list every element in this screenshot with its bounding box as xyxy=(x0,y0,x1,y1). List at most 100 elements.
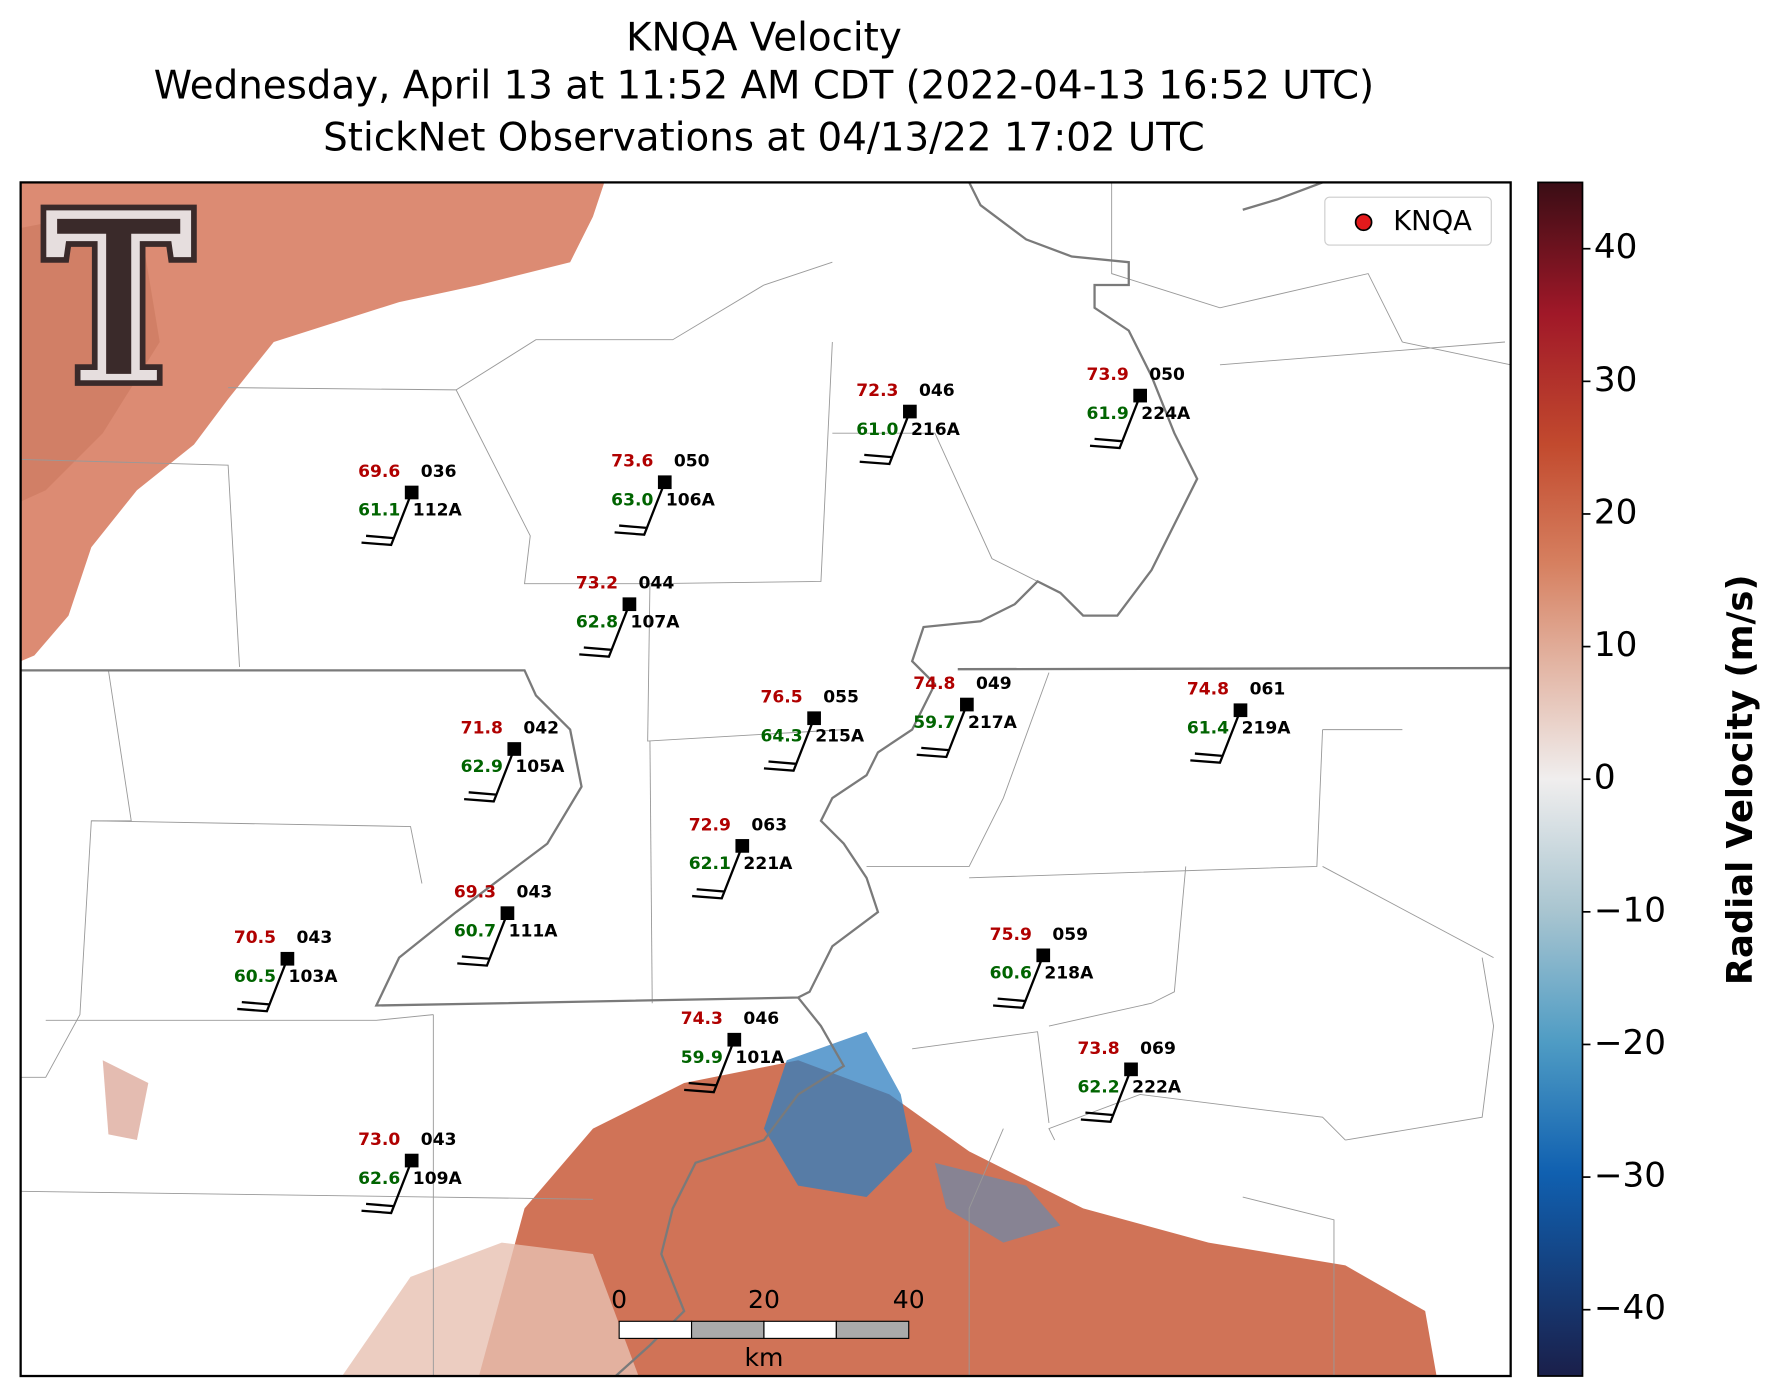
wind-barb xyxy=(859,411,911,466)
legend: KNQA xyxy=(1324,196,1492,246)
colorbar-tick-label: −20 xyxy=(1594,1023,1666,1063)
subtitle: StickNet Observations at 04/13/22 17:02 … xyxy=(323,116,1205,161)
dewpoint: 60.5 xyxy=(234,967,276,987)
station: 69.6 036 61.1 112A xyxy=(358,462,463,547)
title: KNQA Velocity xyxy=(626,15,902,60)
colorbar-tick-label: 40 xyxy=(1594,227,1638,267)
temperature: 72.3 xyxy=(856,381,898,401)
colorbar-tick-label: 10 xyxy=(1594,625,1638,665)
station-marker xyxy=(500,906,515,921)
station-marker xyxy=(960,697,974,712)
wind-barb xyxy=(993,954,1045,1009)
station-id: 105A xyxy=(515,757,565,777)
temperature: 73.0 xyxy=(358,1130,400,1150)
station-value: 059 xyxy=(1052,925,1088,945)
station: 73.2 044 62.8 107A xyxy=(576,574,680,658)
station-id: 106A xyxy=(666,490,716,510)
wind-barb xyxy=(237,958,289,1013)
legend-label: KNQA xyxy=(1393,206,1472,237)
station-marker xyxy=(404,1153,419,1168)
station-id: 103A xyxy=(289,967,339,987)
station-id: 217A xyxy=(968,713,1018,733)
dewpoint: 61.0 xyxy=(856,420,898,440)
station-marker xyxy=(1124,1062,1138,1077)
station-value: 043 xyxy=(517,883,553,903)
dewpoint: 60.6 xyxy=(990,964,1032,984)
scale-bar-unit: km xyxy=(744,1343,783,1372)
temperature: 73.8 xyxy=(1077,1039,1119,1059)
temperature: 73.6 xyxy=(611,452,653,472)
station-value: 055 xyxy=(823,688,859,708)
scale-bar: 0 20 40 km xyxy=(611,1285,925,1372)
station-value: 050 xyxy=(1149,365,1185,385)
station: 73.8 069 62.2 222A xyxy=(1077,1039,1182,1123)
colorbar-tick-label: 30 xyxy=(1594,360,1638,400)
wind-barb xyxy=(361,1160,413,1215)
station-marker xyxy=(735,839,750,853)
station-id: 224A xyxy=(1141,404,1191,424)
dewpoint: 62.8 xyxy=(576,612,618,632)
station-value: 063 xyxy=(751,815,787,835)
station-id: 218A xyxy=(1044,964,1094,984)
station-id: 112A xyxy=(413,501,463,521)
radar-echo xyxy=(20,182,605,662)
station-value: 046 xyxy=(919,381,955,401)
temperature: 72.9 xyxy=(689,815,731,835)
dewpoint: 62.9 xyxy=(461,757,503,777)
dewpoint: 62.1 xyxy=(689,854,731,874)
station-id: 216A xyxy=(911,420,961,440)
station-marker xyxy=(727,1032,742,1047)
station: 70.5 043 60.5 103A xyxy=(234,928,339,1013)
temperature: 70.5 xyxy=(234,928,276,948)
radar-echo xyxy=(478,1060,1437,1377)
station: 74.3 046 59.9 101A xyxy=(681,1009,785,1094)
station-marker xyxy=(1036,948,1051,963)
colorbar-tick-label: −40 xyxy=(1594,1288,1666,1328)
station-value: 043 xyxy=(421,1130,457,1150)
wind-barb xyxy=(763,717,816,772)
colorbar-label: Radial Velocity (m/s) xyxy=(1720,574,1761,985)
wind-barb xyxy=(684,1039,736,1094)
temperature: 76.5 xyxy=(761,688,803,708)
temperature: 75.9 xyxy=(990,925,1032,945)
dewpoint: 64.3 xyxy=(761,726,803,746)
colorbar: Radial Velocity (m/s) −40 −30 −20 −10 0 10 20 3… xyxy=(1537,181,1761,1377)
scale-bar-label: 20 xyxy=(748,1285,780,1314)
station: 73.0 043 62.6 109A xyxy=(358,1130,462,1215)
stations: 69.6 036 61.1 112A 73.6 050 63.0 106A 72.3 046 61.… xyxy=(234,365,1291,1215)
dewpoint: 61.4 xyxy=(1187,718,1229,738)
station-value: 044 xyxy=(639,574,675,594)
temperature: 74.3 xyxy=(681,1009,723,1029)
station-marker xyxy=(657,475,672,490)
station-marker xyxy=(507,742,522,756)
dewpoint: 60.7 xyxy=(454,921,496,941)
station-marker xyxy=(903,404,917,419)
scale-bar-segment xyxy=(763,1320,837,1339)
station-value: 036 xyxy=(421,462,457,482)
dewpoint: 62.6 xyxy=(358,1169,400,1189)
scale-bar-segment xyxy=(690,1320,765,1339)
station: 69.3 043 60.7 111A xyxy=(454,883,559,967)
station: 76.5 055 64.3 215A xyxy=(761,688,865,772)
dewpoint: 59.9 xyxy=(681,1048,723,1068)
temperature: 73.2 xyxy=(576,574,618,594)
subtitle: Wednesday, April 13 at 11:52 AM CDT (202… xyxy=(154,63,1374,108)
station-value: 069 xyxy=(1140,1039,1176,1059)
station: 74.8 049 59.7 217A xyxy=(913,674,1018,759)
colorbar-tick-label: 20 xyxy=(1594,492,1638,532)
wind-barb xyxy=(361,492,413,547)
station-id: 221A xyxy=(743,854,793,874)
wind-barb xyxy=(1089,395,1142,450)
station-value: 046 xyxy=(743,1009,779,1029)
scale-bar-segment xyxy=(618,1320,693,1339)
station-id: 111A xyxy=(509,921,559,941)
map-area xyxy=(20,182,1511,1377)
station-marker xyxy=(404,485,419,500)
station: 75.9 059 60.6 218A xyxy=(990,925,1094,1009)
station: 74.8 061 61.4 219A xyxy=(1187,680,1291,764)
station: 73.6 050 63.0 106A xyxy=(611,452,716,536)
wind-barb xyxy=(614,481,666,536)
temperature: 73.9 xyxy=(1087,365,1129,385)
